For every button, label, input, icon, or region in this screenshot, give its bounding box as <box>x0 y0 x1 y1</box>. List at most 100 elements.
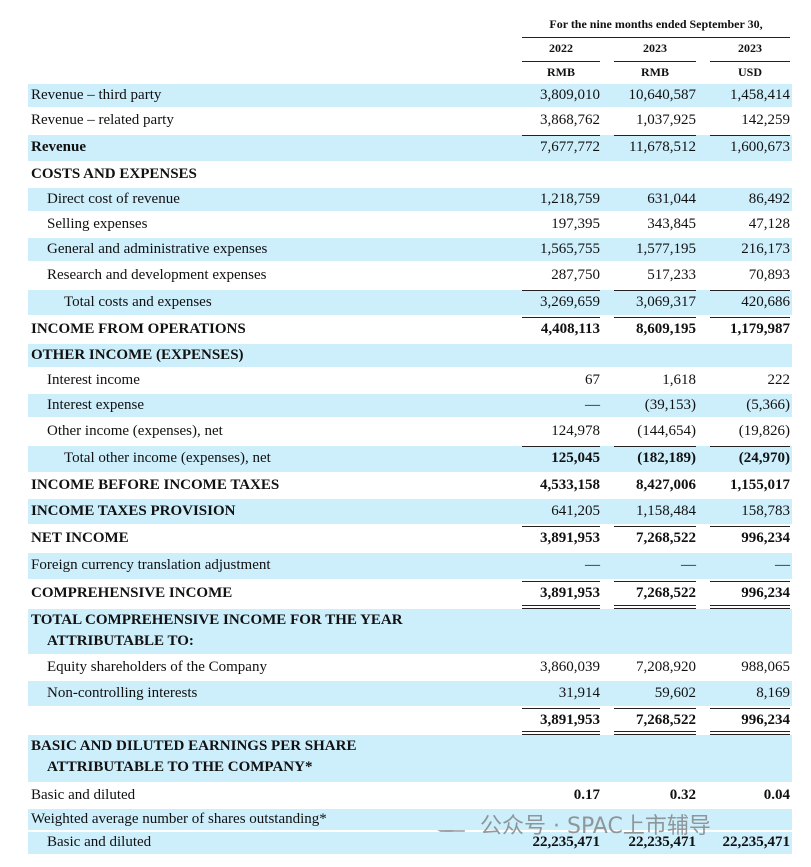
row-value: 996,234 <box>741 585 790 601</box>
row-value: 158,783 <box>741 502 790 519</box>
row-value: 3,891,953 <box>540 711 600 728</box>
period-heading: For the nine months ended September 30, <box>549 17 763 31</box>
row-value: 67 <box>585 371 600 388</box>
row-value: 70,893 <box>748 266 790 283</box>
row-label: Weighted average number of shares outsta… <box>31 810 327 827</box>
row-label: COSTS AND EXPENSES <box>31 165 197 182</box>
row-value: 22,235,471 <box>628 834 697 850</box>
row-value: 996,234 <box>741 711 790 728</box>
row-value: (144,654) <box>637 422 696 439</box>
row-value: 343,845 <box>647 215 696 232</box>
double-rule <box>614 731 696 732</box>
row-value: 420,686 <box>741 293 790 310</box>
row-label: Selling expenses <box>47 215 148 232</box>
double-rule <box>710 608 790 609</box>
header-rule <box>710 61 790 62</box>
row-value: 7,208,920 <box>636 658 696 675</box>
row-label: INCOME BEFORE INCOME TAXES <box>31 476 280 493</box>
row-label: Other income (expenses), net <box>47 422 223 439</box>
row-label: Basic and diluted <box>47 834 152 850</box>
row-label: NET INCOME <box>31 529 129 546</box>
sum-rule <box>522 290 600 291</box>
sum-rule <box>614 526 696 527</box>
row-value: 7,677,772 <box>540 139 600 155</box>
row-value: 1,600,673 <box>730 139 790 155</box>
statement-row: Interest income 67 1,618 222 <box>28 369 792 392</box>
row-value: 3,891,953 <box>540 529 600 546</box>
row-value: 8,169 <box>756 684 790 701</box>
row-label: Research and development expenses <box>47 266 267 283</box>
row-label: Revenue – related party <box>31 112 174 128</box>
year-heading: 2022 <box>549 41 573 55</box>
sum-rule <box>614 708 696 709</box>
row-value: 1,458,414 <box>730 86 790 103</box>
statement-row: Total other income (expenses), net 125,04… <box>28 446 792 472</box>
row-label: Non-controlling interests <box>47 684 198 701</box>
row-value: 197,395 <box>551 215 600 232</box>
row-label: Foreign currency translation adjustment <box>31 557 271 573</box>
row-label: OTHER INCOME (EXPENSES) <box>31 346 244 363</box>
row-value: 0.17 <box>573 786 600 803</box>
row-value: 142,259 <box>741 112 790 128</box>
sum-rule <box>522 526 600 527</box>
row-value: 4,533,158 <box>540 476 600 493</box>
statement-row: Interest expense — (39,153) (5,366) <box>28 394 792 417</box>
row-value: 1,218,759 <box>540 190 600 207</box>
row-value: 3,269,659 <box>540 293 600 310</box>
statement-row: Revenue 7,677,772 11,678,512 1,600,673 <box>28 135 792 161</box>
sum-rule <box>614 446 696 447</box>
statement-row: 3,891,953 7,268,522 996,234 <box>28 708 792 733</box>
statement-row: Revenue – third party 3,809,010 10,640,587… <box>28 84 792 107</box>
currency-heading: USD <box>737 65 762 79</box>
row-value: 10,640,587 <box>628 86 697 103</box>
row-value: 4,408,113 <box>540 320 600 337</box>
double-rule <box>710 605 790 606</box>
statement-row: Direct cost of revenue 1,218,759 631,044 86… <box>28 188 792 211</box>
sum-rule <box>522 317 600 318</box>
double-rule <box>522 605 600 606</box>
statement-row: BASIC AND DILUTED EARNINGS PER SHARE ATTR… <box>28 735 792 782</box>
sum-rule <box>710 581 790 582</box>
currency-heading: RMB <box>547 65 575 79</box>
row-value: 125,045 <box>551 450 600 466</box>
row-value: 11,678,512 <box>629 139 696 155</box>
sum-rule <box>614 581 696 582</box>
statement-row: Basic and diluted 0.17 0.32 0.04 <box>28 784 792 807</box>
statement-row: OTHER INCOME (EXPENSES) <box>28 344 792 367</box>
row-label: Direct cost of revenue <box>47 190 180 207</box>
row-label: Interest expense <box>47 396 145 413</box>
row-value: 222 <box>767 371 791 388</box>
statement-row: Basic and diluted 22,235,471 22,235,471 22,… <box>28 832 792 854</box>
row-value: 59,602 <box>654 684 696 701</box>
row-value: 7,268,522 <box>636 585 696 601</box>
row-value: 0.32 <box>669 786 696 803</box>
statement-row: Equity shareholders of the Company 3,860,… <box>28 656 792 679</box>
row-value: 1,155,017 <box>730 476 790 493</box>
row-value: 7,268,522 <box>636 529 696 546</box>
row-value: 1,565,755 <box>540 240 600 257</box>
statement-row: Weighted average number of shares outsta… <box>28 809 792 830</box>
statement-row: NET INCOME 3,891,953 7,268,522 996,234 <box>28 526 792 551</box>
row-label: ATTRIBUTABLE TO THE COMPANY* <box>47 759 313 775</box>
row-value: 1,577,195 <box>636 240 696 257</box>
row-value: 8,609,195 <box>636 320 696 337</box>
row-value: 3,891,953 <box>540 585 600 601</box>
row-label: Basic and diluted <box>31 786 136 803</box>
row-value: 31,914 <box>558 684 600 701</box>
sum-rule <box>522 446 600 447</box>
double-rule <box>710 734 790 735</box>
sum-rule <box>710 290 790 291</box>
row-value: 22,235,471 <box>532 834 601 850</box>
sum-rule <box>614 135 696 136</box>
double-rule <box>710 731 790 732</box>
year-heading: 2023 <box>643 41 667 55</box>
statement-row: INCOME BEFORE INCOME TAXES 4,533,158 8,427… <box>28 474 792 497</box>
header-rule <box>522 61 600 62</box>
row-value: 517,233 <box>647 266 696 283</box>
row-value: 124,978 <box>551 422 600 439</box>
row-value: (24,970) <box>738 450 790 466</box>
row-label: Revenue <box>31 139 86 155</box>
statement-row: Revenue – related party 3,868,762 1,037,92… <box>28 109 792 133</box>
sum-rule <box>710 317 790 318</box>
row-value: 8,427,006 <box>636 476 696 493</box>
